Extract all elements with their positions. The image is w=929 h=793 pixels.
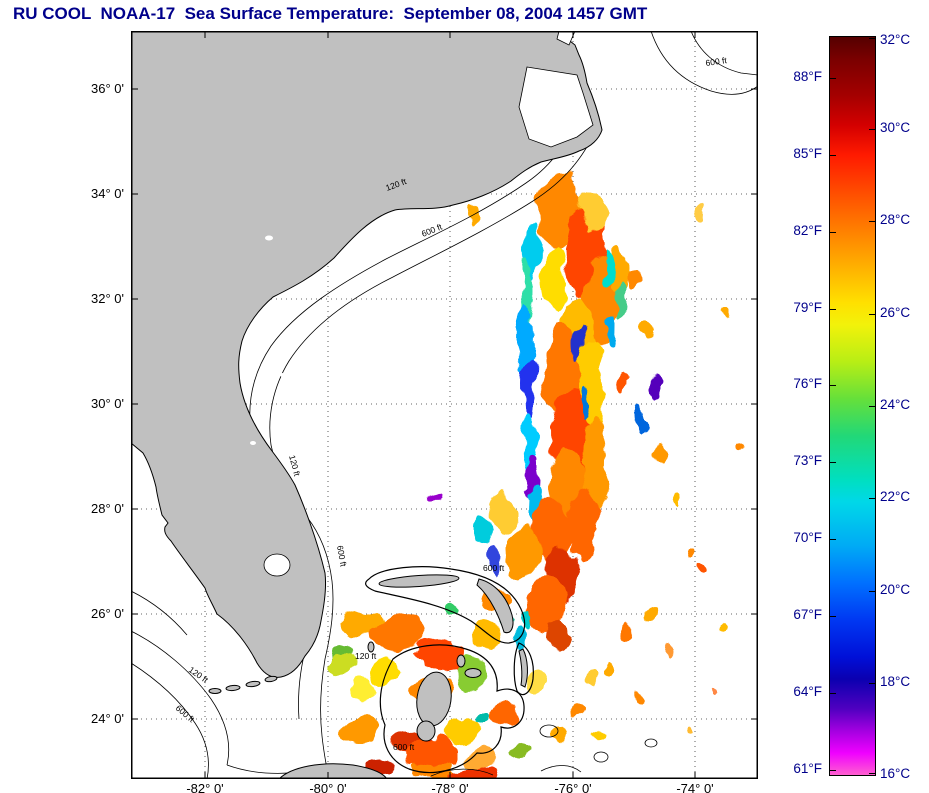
lat-tick-label: 32° 0' <box>91 291 124 306</box>
abaco-island <box>476 578 514 634</box>
colorbar-c-label: 24°C <box>880 397 911 412</box>
cuba-north-coast <box>278 763 388 779</box>
lon-tick-label: -82° 0' <box>186 781 224 793</box>
grand-bahama-island <box>378 574 460 588</box>
us-southeast-coastline <box>131 31 603 678</box>
colorbar-f-label: 82°F <box>793 223 822 238</box>
contour-label: 600 ft <box>483 563 505 573</box>
contour-label: 600 ft <box>393 742 415 752</box>
land-mass <box>131 31 603 779</box>
lon-tick-label: -74° 0' <box>676 781 714 793</box>
colorbar-f-label: 64°F <box>793 684 822 699</box>
cloud-speck <box>265 235 273 241</box>
colorbar-c-label: 20°C <box>880 582 911 597</box>
colorbar-c-label: 22°C <box>880 489 911 504</box>
andros-island-south <box>416 720 436 742</box>
cloud-speck <box>250 441 256 445</box>
florida-keys <box>245 680 261 688</box>
pamlico-sound <box>518 66 594 148</box>
chesapeake-bay-mouth <box>556 31 576 46</box>
page-title: RU COOL NOAA-17 Sea Surface Temperature:… <box>13 4 648 23</box>
lat-tick-label: 26° 0' <box>91 606 124 621</box>
florida-keys <box>264 675 278 683</box>
colorbar-f-label: 76°F <box>793 376 822 391</box>
sst-patches <box>332 121 742 779</box>
colorbar-f-label: 70°F <box>793 530 822 545</box>
colorbar-f-label: 73°F <box>793 453 822 468</box>
lat-tick-label: 36° 0' <box>91 81 124 96</box>
bahamas-islands <box>367 574 528 742</box>
lon-tick-label: -76° 0' <box>554 781 592 793</box>
colorbar-f-label: 85°F <box>793 146 822 161</box>
berry-islands <box>456 654 466 668</box>
cloud-speck <box>280 373 286 377</box>
colorbar-c-label: 16°C <box>880 766 911 781</box>
contour-label: 120 ft <box>355 651 377 661</box>
colorbar-f-label: 88°F <box>793 69 822 84</box>
lon-tick-label: -80° 0' <box>309 781 347 793</box>
colorbar-f-label: 61°F <box>793 761 822 776</box>
florida-keys <box>208 688 222 694</box>
colorbar-c-label: 30°C <box>880 120 911 135</box>
lat-tick-label: 30° 0' <box>91 396 124 411</box>
contour-label: 600 ft <box>705 55 728 68</box>
bimini-island <box>367 641 375 653</box>
eleuthera-island <box>518 648 528 688</box>
lake-okeechobee <box>263 553 291 577</box>
map-plot: 120 ft 600 ft 120 ft 600 ft 120 ft 600 f… <box>131 31 758 779</box>
new-providence-island <box>464 668 482 678</box>
plot-frame <box>131 31 758 779</box>
florida-keys <box>225 684 241 692</box>
colorbar-c-label: 18°C <box>880 674 911 689</box>
lat-tick-label: 28° 0' <box>91 501 124 516</box>
colorbar-c-label: 28°C <box>880 212 911 227</box>
map-canvas: 120 ft 600 ft 120 ft 600 ft 120 ft 600 f… <box>131 31 758 779</box>
temperature-colorbar <box>829 36 876 776</box>
colorbar-c-label: 26°C <box>880 305 911 320</box>
lon-tick-label: -78° 0' <box>431 781 469 793</box>
colorbar-f-label: 79°F <box>793 300 822 315</box>
lat-tick-label: 34° 0' <box>91 186 124 201</box>
lat-tick-label: 24° 0' <box>91 711 124 726</box>
colorbar-f-label: 67°F <box>793 607 822 622</box>
contour-label: 600 ft <box>335 545 349 568</box>
colorbar-c-label: 32°C <box>880 32 911 47</box>
